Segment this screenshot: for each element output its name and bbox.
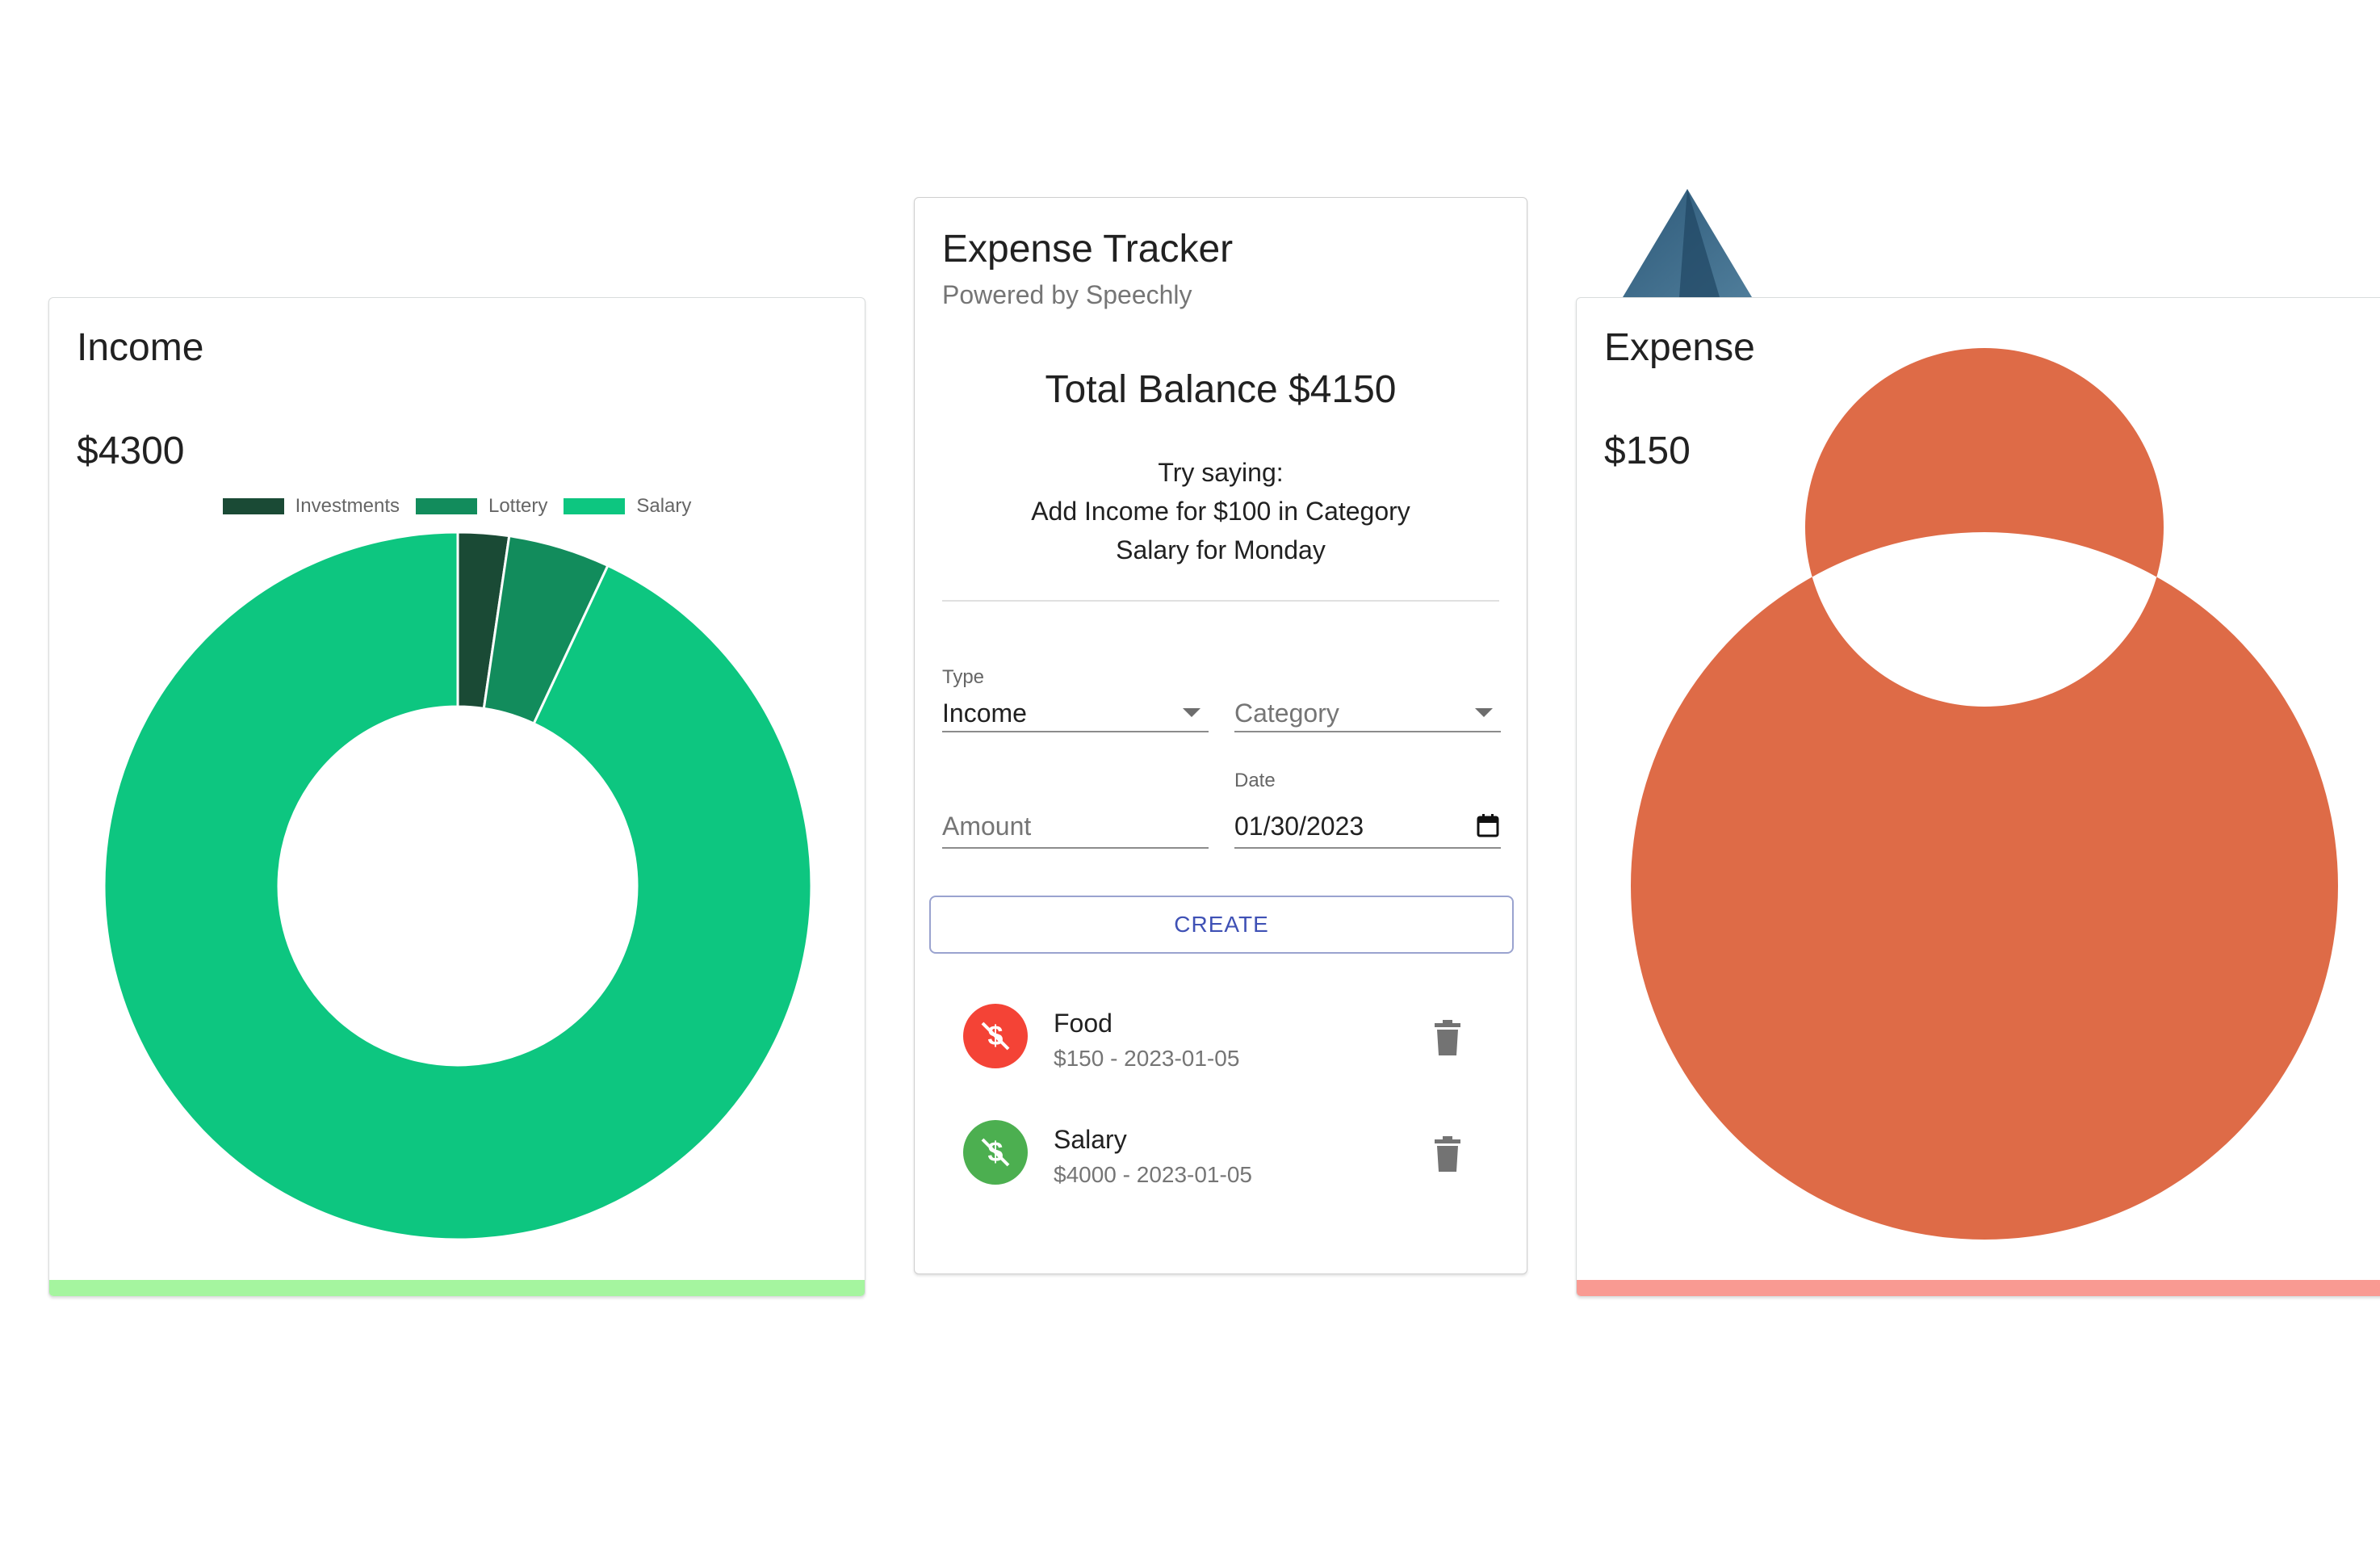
income-slice-salary[interactable] <box>103 531 813 1241</box>
income-card: Income $4300 Investments Lottery Salary <box>48 297 865 1297</box>
delete-icon[interactable] <box>1431 1136 1464 1172</box>
category-placeholder: Category <box>1234 699 1339 728</box>
type-label: Type <box>942 666 985 688</box>
hint-line: Add Income for $100 in Category <box>1031 497 1410 526</box>
chevron-down-icon <box>1475 708 1493 717</box>
list-item[interactable]: $ Food $150 - 2023-01-05 <box>963 1004 1512 1076</box>
transaction-subtitle: $150 - 2023-01-05 <box>1054 1046 1240 1071</box>
legend-label: Salary <box>636 495 692 517</box>
legend-item[interactable]: Salary <box>564 495 691 518</box>
mountain-logo <box>1623 189 1752 297</box>
income-title: Income <box>77 326 204 369</box>
legend-swatch <box>564 498 626 514</box>
voice-hint: Try saying: Add Income for $100 in Categ… <box>915 453 1527 569</box>
delete-icon[interactable] <box>1431 1020 1464 1055</box>
transaction-avatar: $ <box>963 1004 1028 1068</box>
transaction-title: Food <box>1054 1009 1112 1038</box>
money-off-icon: $ <box>981 1137 1010 1168</box>
legend-swatch <box>222 498 284 514</box>
expense-slice-food[interactable] <box>1630 348 2338 1240</box>
expense-title: Expense <box>1604 326 1755 369</box>
legend-label: Investments <box>295 495 400 517</box>
income-accent-bar <box>49 1280 865 1296</box>
legend-item[interactable]: Investments <box>222 495 400 518</box>
income-doughnut-chart <box>103 531 813 1241</box>
date-value: 01/30/2023 <box>1234 812 1364 841</box>
type-value: Income <box>942 699 1027 728</box>
category-select[interactable]: Category <box>1234 666 1501 732</box>
amount-placeholder: Amount <box>942 812 1032 841</box>
tracker-subtitle: Powered by Speechly <box>942 280 1192 309</box>
legend-item[interactable]: Lottery <box>415 495 548 518</box>
expense-tracker-card: Expense Tracker Powered by Speechly Tota… <box>914 197 1527 1274</box>
list-item[interactable]: $ Salary $4000 - 2023-01-05 <box>963 1120 1512 1193</box>
income-amount: $4300 <box>77 430 185 472</box>
chevron-down-icon <box>1183 708 1200 717</box>
calendar-icon[interactable] <box>1477 813 1499 837</box>
legend-swatch <box>415 498 477 514</box>
amount-input[interactable]: Amount <box>942 795 1209 849</box>
date-label: Date <box>1234 770 1276 791</box>
type-select[interactable]: Type Income <box>942 666 1209 732</box>
expense-doughnut-chart <box>1630 348 2338 1240</box>
total-balance: Total Balance $4150 <box>1045 368 1397 411</box>
transaction-subtitle: $4000 - 2023-01-05 <box>1054 1162 1252 1187</box>
money-off-icon: $ <box>981 1021 1010 1051</box>
expense-accent-bar <box>1577 1280 2380 1296</box>
tracker-title: Expense Tracker <box>942 228 1234 271</box>
create-button[interactable]: CREATE <box>929 896 1514 954</box>
income-chart-legend: Investments Lottery Salary <box>49 495 865 518</box>
hint-line: Try saying: <box>1158 458 1284 487</box>
date-input[interactable]: Date 01/30/2023 <box>1234 770 1501 849</box>
divider <box>942 600 1499 602</box>
transaction-title: Salary <box>1054 1125 1127 1154</box>
transaction-avatar: $ <box>963 1120 1028 1185</box>
legend-label: Lottery <box>488 495 548 517</box>
hint-line: Salary for Monday <box>1116 535 1326 564</box>
expense-card: Expense $150 Food <box>1576 297 2380 1297</box>
expense-amount: $150 <box>1604 430 1691 472</box>
